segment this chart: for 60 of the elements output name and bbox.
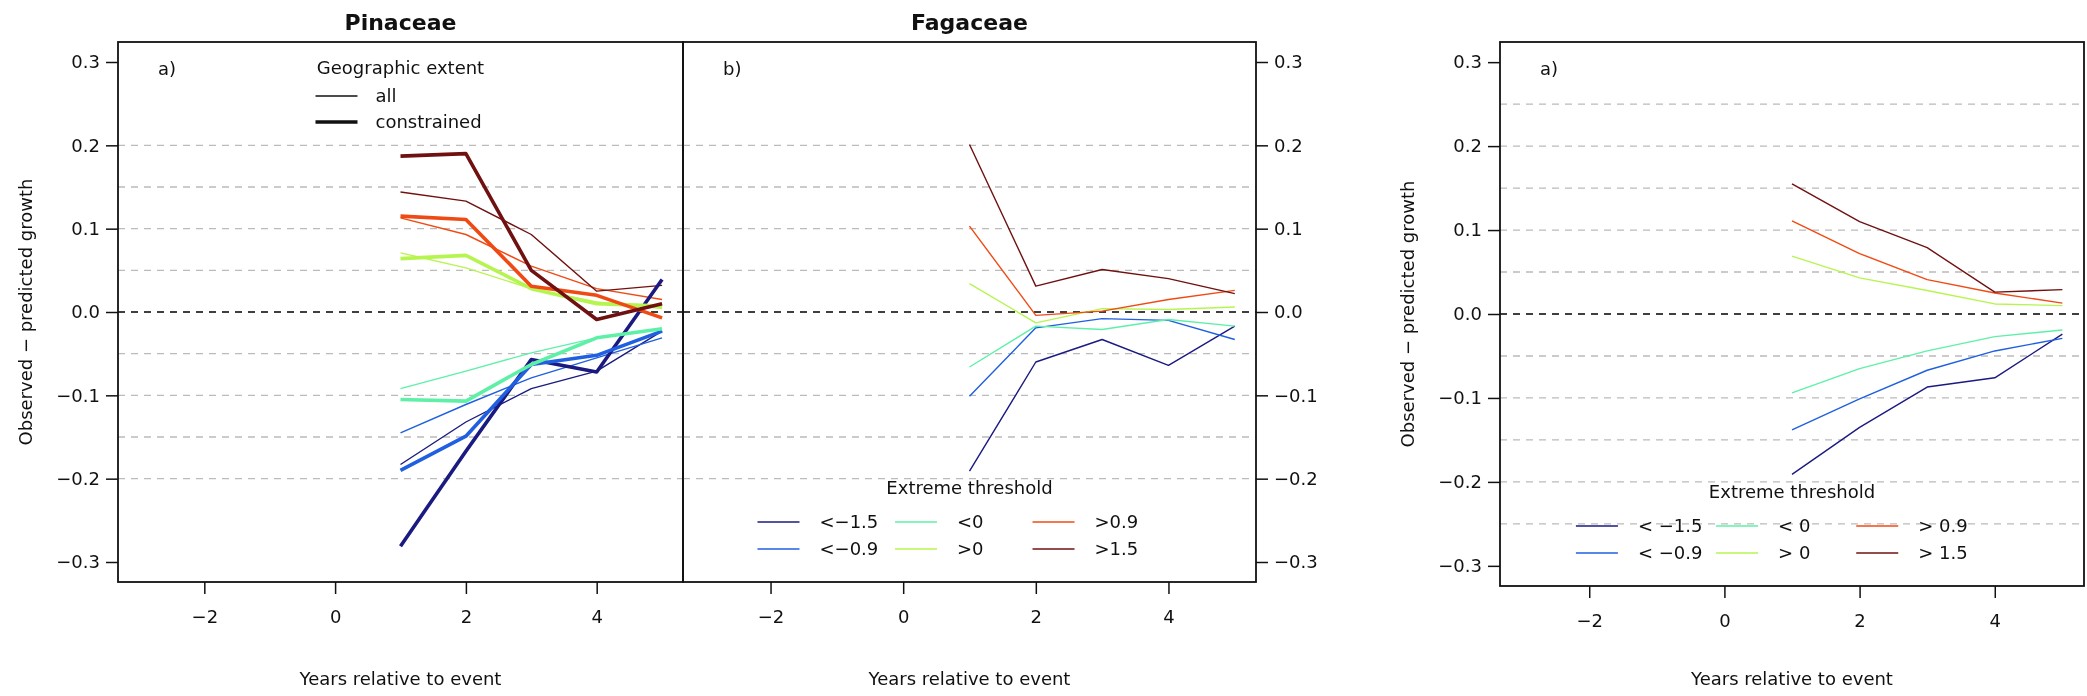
annotation: a) bbox=[158, 58, 177, 79]
y-tick-label: 0.0 bbox=[71, 301, 100, 323]
legend-title: Geographic extent bbox=[316, 57, 485, 78]
legend-label: > 1.5 bbox=[1918, 542, 1968, 563]
x-tick-label: 2 bbox=[460, 605, 473, 627]
y-axis-title: Observed − predicted growth bbox=[1397, 180, 1418, 448]
y-tick-label: 0.1 bbox=[1453, 219, 1482, 241]
legend-label: > 0 bbox=[1778, 542, 1811, 563]
x-tick-label: 4 bbox=[1989, 609, 2001, 631]
y-tick-label: −0.2 bbox=[56, 467, 100, 489]
annotation: all bbox=[375, 85, 397, 106]
y2-tick-label: 0.2 bbox=[1274, 134, 1303, 156]
x-tick-label: 2 bbox=[1854, 609, 1866, 631]
chart-title: Pinaceae bbox=[344, 10, 457, 35]
y-tick-label: −0.1 bbox=[1438, 387, 1482, 409]
y2-tick-label: 0.0 bbox=[1274, 301, 1303, 323]
x-axis-title: Years relative to event bbox=[1690, 668, 1893, 689]
y2-tick-label: −0.1 bbox=[1274, 384, 1318, 406]
y-tick-label: 0.2 bbox=[1453, 135, 1482, 157]
x-tick-label: −2 bbox=[191, 605, 219, 627]
y-tick-label: 0.3 bbox=[71, 51, 100, 73]
legend-label: > 0.9 bbox=[1918, 515, 1968, 536]
annotation: b) bbox=[723, 58, 742, 79]
legend-label: < −1.5 bbox=[1637, 515, 1703, 536]
legend-label: <0 bbox=[957, 511, 984, 532]
legend-label: >0 bbox=[957, 538, 984, 559]
y-tick-label: 0.1 bbox=[71, 217, 100, 239]
x-tick-label: 0 bbox=[329, 605, 342, 627]
annotation: constrained bbox=[375, 111, 482, 132]
x-axis-title: Years relative to event bbox=[867, 668, 1071, 689]
chart-title: Fagaceae bbox=[911, 10, 1028, 35]
y-tick-label: −0.3 bbox=[1438, 555, 1482, 577]
annotation: a) bbox=[1540, 58, 1559, 79]
x-tick-label: 0 bbox=[1719, 609, 1731, 631]
legend-label: >0.9 bbox=[1094, 511, 1139, 532]
legend-label: <−1.5 bbox=[819, 511, 879, 532]
y-tick-label: −0.1 bbox=[56, 384, 100, 406]
x-tick-label: 0 bbox=[897, 605, 910, 627]
legend-label: < −0.9 bbox=[1637, 542, 1703, 563]
legend-label: >1.5 bbox=[1094, 538, 1139, 559]
legend-label: < 0 bbox=[1778, 515, 1811, 536]
legend-title: Extreme threshold bbox=[1708, 481, 1876, 502]
y-tick-label: −0.3 bbox=[56, 551, 100, 573]
legend-title: Extreme threshold bbox=[886, 477, 1053, 498]
x-tick-label: −2 bbox=[757, 605, 785, 627]
y2-tick-label: −0.3 bbox=[1274, 551, 1318, 573]
y2-tick-label: 0.1 bbox=[1274, 217, 1303, 239]
x-tick-label: 2 bbox=[1030, 605, 1043, 627]
y-tick-label: 0.0 bbox=[1453, 303, 1482, 325]
y-tick-label: 0.2 bbox=[71, 134, 100, 156]
y-tick-label: −0.2 bbox=[1438, 471, 1482, 493]
y2-tick-label: −0.2 bbox=[1274, 467, 1318, 489]
x-tick-label: 4 bbox=[1163, 605, 1175, 627]
x-tick-label: 4 bbox=[591, 605, 603, 627]
y2-tick-label: 0.3 bbox=[1274, 51, 1303, 73]
x-tick-label: −2 bbox=[1576, 609, 1603, 631]
y-axis-title: Observed − predicted growth bbox=[15, 178, 36, 446]
x-axis-title: Years relative to event bbox=[298, 668, 502, 689]
legend-label: <−0.9 bbox=[819, 538, 879, 559]
y-tick-label: 0.3 bbox=[1453, 51, 1482, 73]
